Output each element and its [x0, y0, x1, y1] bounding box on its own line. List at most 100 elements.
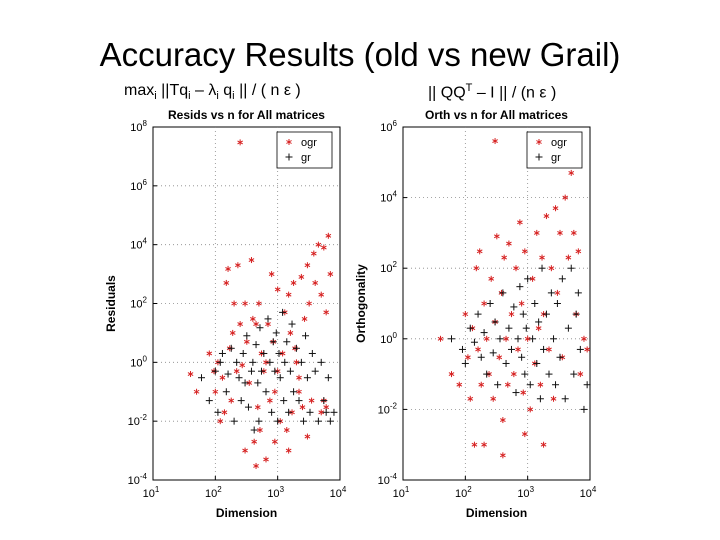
gr-marker — [262, 388, 270, 396]
ogr-marker — [492, 138, 498, 145]
gr-marker — [286, 367, 294, 375]
ogr-marker — [500, 452, 506, 459]
caption-subscript: i — [154, 90, 157, 103]
ogr-marker — [212, 388, 219, 395]
gr-marker — [250, 426, 258, 434]
gr-marker — [295, 397, 303, 405]
ogr-marker — [285, 291, 292, 298]
ogr-marker — [315, 241, 322, 248]
ogr-marker — [219, 374, 226, 381]
gr-marker — [491, 318, 499, 326]
ogr-marker — [267, 397, 273, 404]
caption-subscript: i — [216, 90, 219, 103]
gr-marker — [275, 349, 283, 357]
ogr-marker — [496, 354, 503, 361]
gr-marker — [320, 397, 328, 405]
gr-marker — [499, 289, 507, 297]
ogr-marker — [287, 329, 294, 336]
ogr-marker — [279, 350, 286, 357]
gr-marker — [255, 417, 263, 425]
gr-marker — [274, 417, 282, 425]
gr-marker — [239, 349, 247, 357]
gr-marker — [574, 289, 582, 297]
gr-marker — [244, 403, 252, 411]
gr-marker — [535, 153, 543, 161]
gr-marker — [214, 408, 222, 416]
ogr-marker — [271, 438, 278, 445]
gr-marker — [474, 310, 482, 318]
gr-marker — [529, 335, 537, 343]
gr-marker — [524, 275, 532, 283]
plot-frame — [402, 126, 591, 481]
ogr-marker — [250, 315, 256, 322]
caption-part: – I || / (n ε ) — [472, 84, 557, 102]
caption-part: max — [124, 82, 155, 99]
ogr-marker — [476, 248, 483, 255]
gr-marker — [205, 397, 213, 405]
plot-title: Orth vs n for All matrices — [425, 108, 568, 122]
ogr-marker — [536, 139, 542, 145]
ogr-marker — [471, 441, 478, 448]
orthogonality-formula-caption: || QQT – I || / (n ε ) — [428, 82, 556, 102]
ogr-marker — [462, 311, 469, 318]
ogr-marker — [312, 279, 319, 286]
gr-marker — [281, 358, 289, 366]
ogr-marker — [548, 265, 555, 272]
ogr-marker — [527, 406, 534, 413]
legend-label: gr — [301, 152, 311, 164]
ogr-marker — [552, 205, 559, 212]
ogr-marker — [581, 335, 587, 342]
ogr-marker — [286, 139, 292, 145]
gr-marker — [483, 370, 491, 378]
gr-marker — [280, 397, 288, 405]
ogr-marker — [242, 300, 248, 307]
ogr-marker — [239, 362, 246, 369]
ogr-marker — [546, 346, 552, 353]
gr-marker — [583, 381, 591, 389]
gr-marker — [264, 315, 272, 323]
ogr-marker — [242, 447, 248, 454]
ogr-marker — [557, 229, 563, 236]
gr-marker — [470, 338, 478, 346]
gr-marker — [558, 275, 566, 283]
x-tick-label: 103 — [517, 485, 534, 500]
gr-marker — [292, 344, 300, 352]
ogr-marker — [575, 248, 582, 255]
ogr-marker — [475, 346, 481, 353]
gr-marker — [540, 345, 548, 353]
gr-marker — [227, 344, 235, 352]
x-tick-label: 101 — [143, 485, 160, 500]
caption-subscript: i — [188, 90, 191, 103]
gr-marker — [269, 338, 277, 346]
gr-marker — [237, 397, 245, 405]
ogr-marker — [268, 271, 275, 278]
ogr-marker — [304, 433, 311, 440]
ogr-marker — [254, 404, 261, 411]
x-axis-label: Dimension — [216, 506, 277, 520]
ogr-marker — [550, 395, 557, 402]
gr-marker — [211, 367, 219, 375]
ogr-marker — [193, 388, 200, 395]
caption-superscript: T — [465, 82, 473, 94]
ogr-marker — [481, 441, 487, 448]
gr-marker — [531, 300, 539, 307]
legend-box — [276, 131, 333, 169]
gr-marker — [542, 310, 550, 318]
gr-marker — [285, 153, 293, 161]
caption-part: – λ — [190, 82, 217, 99]
gr-marker — [218, 349, 226, 357]
gr-marker — [572, 310, 580, 318]
ogr-marker — [237, 139, 243, 146]
legend-label: ogr — [301, 137, 317, 149]
ogr-marker — [518, 300, 525, 307]
ogr-marker — [506, 240, 512, 247]
y-tick-label: 104 — [130, 237, 147, 252]
ogr-marker — [521, 431, 528, 438]
ogr-marker — [228, 397, 235, 404]
ogr-marker — [304, 262, 311, 269]
ogr-marker — [456, 381, 463, 388]
ogr-marker — [327, 271, 334, 278]
ogr-marker — [493, 233, 500, 240]
